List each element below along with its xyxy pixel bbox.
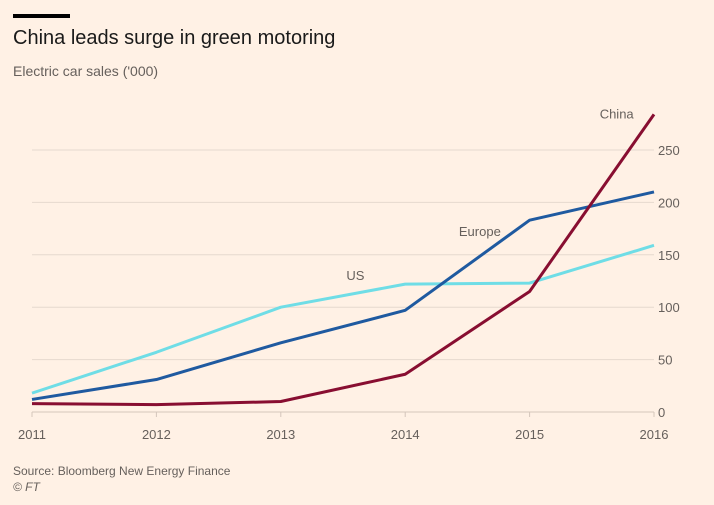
y-tick-label: 200 — [658, 195, 680, 210]
chart-subtitle: Electric car sales ('000) — [13, 63, 159, 79]
series-line-us — [31, 243, 655, 395]
series-line-china — [31, 113, 656, 407]
x-tick-label: 2016 — [640, 427, 669, 442]
x-tick-label: 2013 — [266, 427, 295, 442]
y-tick-label: 100 — [658, 300, 680, 315]
y-tick-label: 50 — [658, 353, 672, 368]
series-label-us: US — [346, 268, 364, 283]
x-tick-label: 2011 — [18, 427, 46, 442]
x-tick-label: 2014 — [391, 427, 420, 442]
y-tick-label: 250 — [658, 143, 680, 158]
chart-title: China leads surge in green motoring — [13, 27, 336, 49]
y-tick-label: 0 — [658, 405, 665, 420]
x-tick-label: 2015 — [515, 427, 544, 442]
copyright: © FT — [13, 480, 40, 494]
y-tick-label: 150 — [658, 248, 680, 263]
x-tick-label: 2012 — [142, 427, 171, 442]
series-label-china: China — [600, 107, 635, 122]
series-label-europe: Europe — [459, 224, 501, 239]
series-line-europe — [31, 190, 655, 401]
source-note: Source: Bloomberg New Energy Finance — [13, 464, 231, 478]
title-accent-bar — [13, 14, 70, 18]
